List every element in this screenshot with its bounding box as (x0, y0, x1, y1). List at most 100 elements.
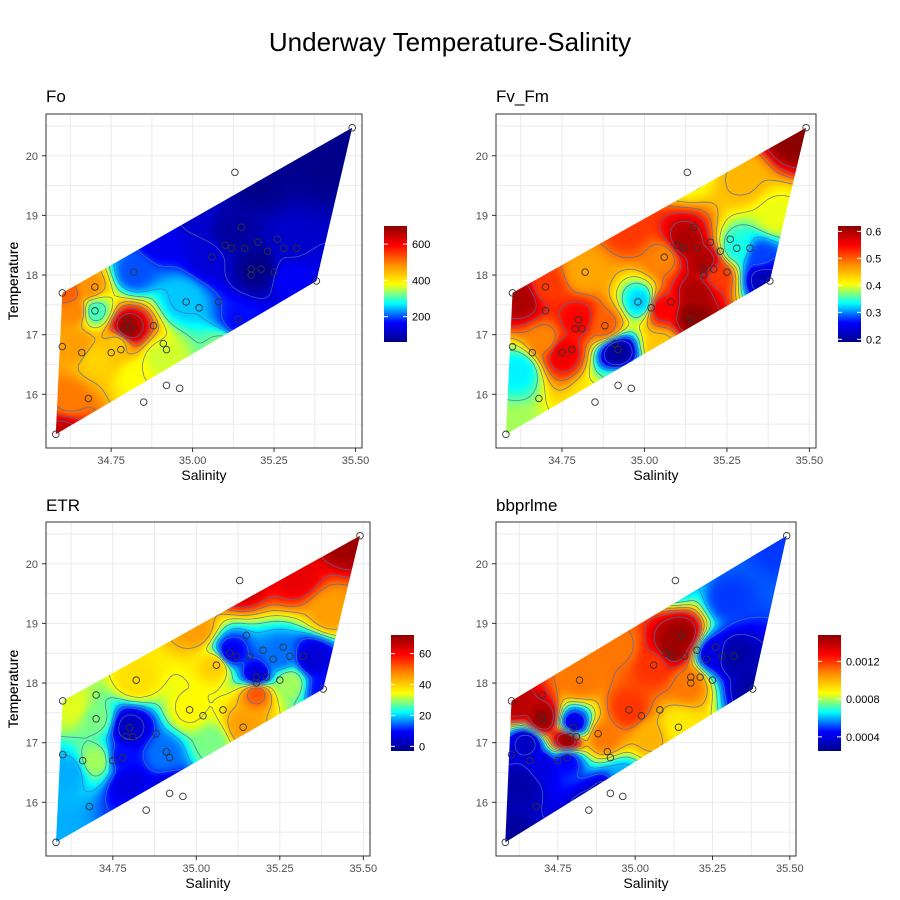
data-point (766, 277, 774, 285)
data-point (528, 348, 537, 357)
y-tick-label: 19 (26, 210, 38, 222)
panel-border (45, 113, 363, 449)
data-point (502, 430, 510, 439)
data-point (686, 315, 695, 323)
data-point (662, 649, 670, 657)
x-axis-label: Salinity (623, 875, 668, 891)
data-point (237, 223, 246, 232)
panel-etr: ETR 34.75 35.00 35.25 35.50 16 17 18 19 20 Salinit… (5, 496, 431, 891)
data-point (257, 265, 265, 273)
data-point (748, 685, 757, 693)
data-point (299, 652, 307, 660)
data-point (139, 398, 148, 406)
data-point (162, 381, 171, 390)
data-point (690, 223, 698, 232)
data-point (594, 729, 602, 738)
panel-fo: Fo 34.75 35.00 35.25 35.50 16 17 18 19 20 Salinity… (5, 87, 430, 483)
data-point (58, 289, 67, 297)
y-tick-label: 17 (26, 330, 38, 342)
data-point (680, 652, 689, 660)
data-point (782, 531, 791, 540)
panel-title: bbprlme (496, 496, 557, 515)
data-point (91, 307, 99, 315)
legend-tick-label: 20 (419, 710, 431, 722)
y-tick-label: 17 (476, 330, 488, 342)
data-point (109, 756, 117, 765)
y-tick-label: 16 (476, 389, 488, 401)
panel-bbprlme: bbprlme 34.75 35.00 35.25 35.50 16 17 18 19 20 Sal… (5, 496, 880, 891)
data-point (572, 732, 581, 741)
data-point (680, 244, 688, 252)
y-tick-label: 20 (476, 559, 488, 571)
panel-fv-fm: Fv_Fm 34.75 35.00 35.25 35.50 16 17 18 19 20 Salin… (5, 87, 881, 483)
panel-border (45, 521, 371, 857)
data-point (312, 277, 321, 285)
x-tick-label: 35.50 (342, 455, 370, 467)
data-point (107, 348, 115, 357)
y-axis-label: Temperature (5, 241, 21, 320)
panel-border (495, 521, 797, 857)
data-point (656, 706, 664, 714)
data-point (687, 673, 695, 681)
data-point (508, 342, 517, 351)
x-tick-label: 35.00 (621, 863, 649, 875)
color-legend: 0 20 40 60 (391, 635, 431, 753)
legend-tick-label: 0.0012 (846, 656, 880, 668)
data-points (52, 123, 356, 439)
data-point (152, 729, 160, 738)
color-legend: 200 400 600 (384, 226, 430, 342)
data-point (637, 712, 646, 720)
y-tick-label: 18 (476, 678, 488, 690)
legend-tick-label: 600 (412, 239, 430, 251)
main-title: Underway Temperature-Salinity (269, 27, 631, 57)
data-point (677, 631, 686, 640)
data-point (232, 652, 241, 660)
data-point (554, 756, 562, 765)
x-tick-label: 35.25 (713, 455, 741, 467)
data-point (538, 715, 547, 723)
color-legend: 0.0004 0.0008 0.0012 (818, 635, 880, 751)
y-tick-label: 16 (26, 797, 38, 809)
data-point (92, 691, 100, 699)
data-point (123, 316, 132, 324)
data-point (711, 643, 720, 651)
legend-tick-label: 0.5 (866, 253, 881, 265)
legend-tick-label: 0.0004 (846, 732, 880, 744)
data-point (578, 324, 586, 333)
data-point (700, 265, 708, 273)
data-point (700, 271, 708, 279)
data-point (246, 652, 254, 660)
data-point (142, 806, 150, 814)
data-point (585, 806, 593, 814)
data-point (619, 792, 627, 801)
data-point (558, 348, 566, 357)
data-points (501, 531, 791, 847)
legend-tick-label: 200 (412, 312, 430, 324)
data-point (538, 691, 547, 699)
data-point (611, 339, 619, 348)
data-point (526, 756, 534, 765)
data-point (252, 673, 261, 681)
data-point (179, 792, 187, 801)
data-point (149, 321, 158, 330)
data-point (259, 646, 267, 654)
data-point (507, 697, 516, 705)
data-point (568, 345, 576, 354)
data-point (279, 643, 287, 651)
data-point (660, 253, 668, 261)
data-point (726, 235, 734, 243)
data-point (569, 724, 578, 732)
data-point (185, 706, 194, 714)
data-point (706, 238, 715, 246)
data-point (58, 697, 67, 705)
data-point (52, 430, 60, 439)
y-axis-label: Temperature (5, 649, 21, 728)
data-point (702, 655, 711, 663)
data-point (117, 345, 125, 354)
data-point (581, 268, 589, 276)
panel-border (495, 113, 817, 449)
data-point (733, 244, 741, 252)
y-tick-label: 19 (26, 618, 38, 630)
data-point (130, 268, 138, 276)
